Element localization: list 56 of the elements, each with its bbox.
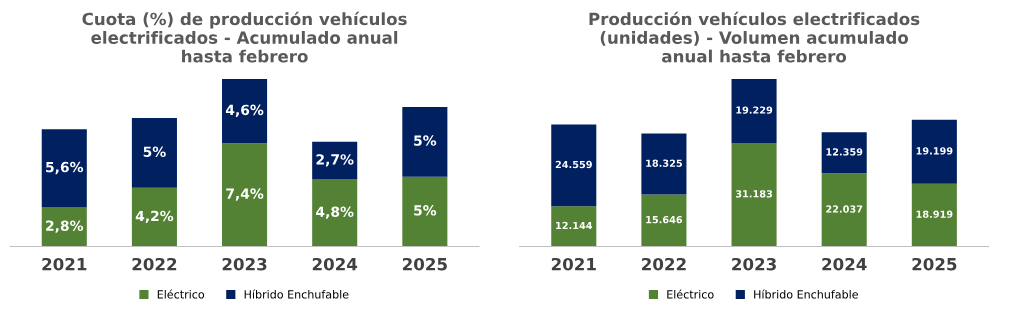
data-label: 5% [414, 205, 437, 216]
x-tick-label: 2024 [822, 257, 867, 271]
data-label: 4,2% [135, 210, 174, 223]
data-label: 4,6% [225, 104, 264, 117]
data-label: 18.919 [916, 210, 953, 218]
bar [402, 176, 448, 247]
data-label: 12.144 [556, 221, 593, 229]
legend-label: Híbrido Enchufable [754, 289, 858, 299]
x-tick-label: 2023 [222, 257, 267, 271]
x-tick-label: 2022 [642, 257, 686, 271]
data-label: 31.183 [735, 190, 773, 198]
data-label: 5,6% [46, 161, 84, 175]
bar [41, 207, 87, 247]
bar [41, 129, 87, 208]
bar [641, 133, 687, 195]
chart-title: Producción vehículos electrificados (unidades) - Volumen acumulado anual hasta febrero [589, 11, 920, 63]
x-tick-label: 2025 [402, 257, 447, 271]
legend-label: Eléctrico [667, 289, 714, 299]
x-tick-label: 2022 [132, 257, 177, 271]
chart-title: Cuota (%) de producción vehículos electrificados - Acumulado anual hasta febrero [82, 11, 407, 63]
x-tick-label: 2021 [551, 257, 596, 271]
bar [821, 132, 867, 174]
bar [131, 118, 177, 188]
bar [222, 79, 268, 144]
bar [402, 106, 448, 177]
bar [821, 173, 867, 247]
x-tick-label: 2025 [912, 257, 957, 271]
data-label: 5% [143, 146, 166, 157]
x-tick-label: 2024 [312, 257, 358, 271]
data-label: 5% [414, 135, 437, 146]
data-label: 2,7% [316, 154, 354, 167]
bar [312, 141, 358, 180]
bar [641, 194, 687, 247]
data-label: 18.325 [646, 159, 682, 167]
bar [731, 142, 777, 247]
legend-label: Eléctrico [157, 289, 205, 299]
x-tick-label: 2023 [732, 257, 776, 271]
bar [222, 143, 268, 247]
bar [911, 183, 957, 247]
bar [731, 79, 777, 143]
data-label: 12.359 [826, 148, 863, 156]
bar [551, 124, 597, 207]
data-label: 24.559 [555, 160, 592, 169]
data-label: 15.646 [646, 215, 683, 224]
bar [131, 187, 177, 247]
bar [911, 119, 957, 184]
data-label: 19.199 [916, 147, 953, 155]
legend-label: Híbrido Enchufable [244, 289, 349, 299]
data-label: 4,8% [316, 206, 354, 219]
data-label: 2,8% [46, 220, 84, 233]
data-label: 7,4% [226, 188, 264, 201]
bar [312, 179, 358, 247]
data-label: 22.037 [826, 205, 863, 213]
x-tick-label: 2021 [42, 257, 87, 271]
data-label: 19.229 [736, 106, 773, 114]
bar [551, 206, 597, 247]
